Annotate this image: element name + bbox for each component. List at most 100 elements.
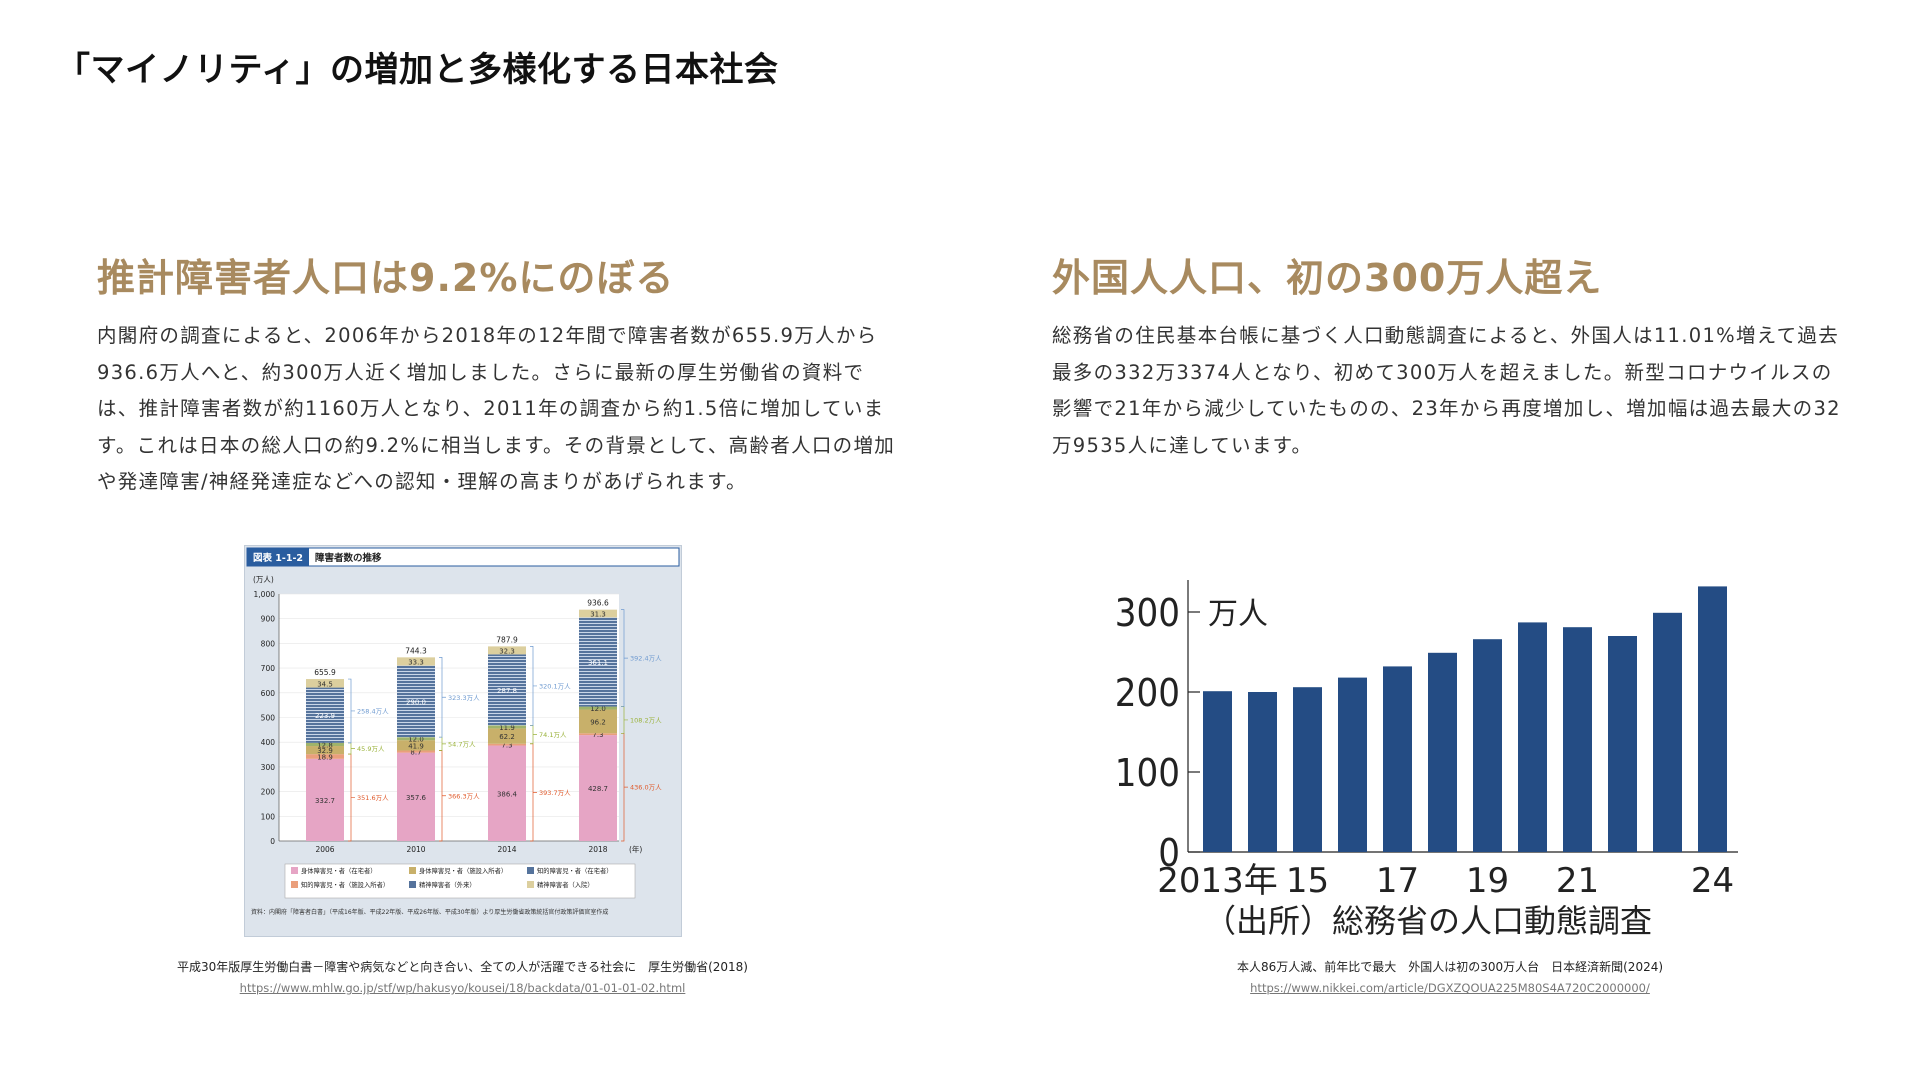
y-axis-unit: (万人): [253, 575, 274, 584]
bar-segment-label: 12.0: [590, 705, 606, 713]
bar: [1563, 627, 1592, 852]
bar-segment: [579, 706, 617, 710]
bar-segment: [488, 728, 526, 744]
y-tick-label: 100: [261, 812, 276, 821]
legend-label: 身体障害児・者（施設入所者）: [419, 866, 507, 875]
right-caption: 本人86万人減、前年比で最大 外国人は初の300万人台 日本経済新聞(2024)…: [1150, 958, 1750, 995]
x-tick-label: 15: [1286, 861, 1329, 901]
y-tick-label: 100: [1115, 751, 1180, 795]
bar-segment: [488, 743, 526, 746]
group-bracket: [621, 609, 628, 707]
bar-total-label: 787.9: [496, 635, 518, 644]
bar-segment-label: 33.3: [408, 658, 424, 666]
source-note: 資料：内閣府「障害者白書」（平成16年版、平成22年版、平成26年版、平成30年…: [251, 908, 608, 916]
bar: [1473, 639, 1502, 852]
y-tick-label: 400: [261, 738, 276, 747]
bar-segment-label: 31.3: [590, 611, 606, 619]
bar: [1248, 692, 1277, 852]
bar-total-label: 655.9: [314, 668, 336, 677]
chart-title: 障害者数の推移: [315, 552, 382, 564]
left-paragraph: 内閣府の調査によると、2006年から2018年の12年間で障害者数が655.9万…: [97, 324, 896, 493]
group-bracket: [621, 706, 628, 734]
x-axis-unit: (年): [629, 844, 642, 854]
chart-badge-label: 図表 1-1-2: [253, 552, 303, 564]
y-tick-label: 0: [1158, 831, 1180, 875]
right-source-link[interactable]: https://www.nikkei.com/article/DGXZQOUA2…: [1250, 981, 1650, 995]
right-paragraph: 総務省の住民基本台帳に基づく人口動態調査によると、外国人は11.01%増えて過去…: [1052, 324, 1841, 457]
bar-total-label: 936.6: [587, 599, 609, 608]
bar-segment: [306, 754, 344, 759]
group-total-label: 258.4万人: [357, 707, 389, 715]
x-tick-label: 19: [1466, 861, 1509, 901]
group-total-label: 392.4万人: [630, 655, 662, 663]
bar-segment: [306, 687, 344, 743]
bar-segment-label: 8.7: [410, 749, 421, 757]
bar-segment-label: 332.7: [315, 797, 335, 805]
y-tick-label: 700: [261, 664, 276, 673]
unit-label: 万人: [1208, 597, 1268, 632]
left-caption-text: 平成30年版厚生労働白書－障害や病気などと向き合い、全ての人が活躍できる社会に …: [177, 960, 748, 974]
y-tick-label: 0: [270, 837, 275, 846]
x-tick-label: 17: [1376, 861, 1419, 901]
bar-segment-label: 357.6: [406, 794, 427, 802]
legend-label: 精神障害者（入院）: [537, 880, 594, 889]
bar-segment-label: 7.3: [501, 742, 512, 750]
bar-segment-label: 41.9: [408, 742, 424, 750]
legend-swatch: [291, 881, 298, 888]
x-tick-label: 2006: [315, 845, 334, 854]
bar: [1383, 666, 1412, 852]
group-total-label: 436.0万人: [630, 784, 662, 792]
legend-label: 精神障害者（外来）: [419, 880, 476, 889]
group-bracket: [530, 646, 537, 726]
bar: [1698, 586, 1727, 852]
bar-total-label: 744.3: [405, 646, 427, 655]
y-tick-label: 600: [261, 689, 276, 698]
bar-segment-label: 386.4: [497, 790, 518, 798]
x-tick-label: 2013年: [1157, 861, 1278, 901]
bar-segment: [306, 742, 344, 747]
bar-segment-label: 62.2: [499, 733, 515, 741]
y-tick-label: 800: [261, 639, 276, 648]
y-tick-label: 300: [1115, 591, 1180, 635]
bar: [1293, 687, 1322, 852]
x-tick-label: 21: [1556, 861, 1599, 901]
bar-segment: [579, 733, 617, 736]
group-total-label: 366.3万人: [448, 792, 480, 800]
legend-swatch: [527, 867, 534, 874]
bar-segment: [579, 709, 617, 734]
bar-segment: [488, 745, 526, 841]
group-total-label: 320.1万人: [539, 682, 571, 690]
bar-segment: [306, 679, 344, 688]
disability-chart: 図表 1-1-2 障害者数の推移 (万人) 0 100 200 300 400 500 600 70…: [246, 547, 680, 916]
legend-label: 知的障害児・者（在宅者）: [537, 866, 613, 875]
bar-segment-label: 361.1: [588, 659, 608, 667]
legend-swatch: [409, 881, 416, 888]
bar-segment-label: 12.8: [317, 741, 333, 749]
bar: [1428, 652, 1457, 852]
bar-segment-label: 12.0: [408, 736, 424, 744]
bar-segment: [306, 758, 344, 841]
x-tick-label: 24: [1691, 861, 1734, 901]
bar-segment: [397, 665, 435, 738]
legend-swatch: [291, 867, 298, 874]
left-source-link[interactable]: https://www.mhlw.go.jp/stf/wp/hakusyo/ko…: [239, 981, 686, 995]
bar-segment: [306, 746, 344, 755]
group-total-label: 351.6万人: [357, 794, 389, 802]
group-total-label: 74.1万人: [539, 731, 567, 739]
bar: [1203, 691, 1232, 852]
bar-segment-label: 287.8: [497, 687, 517, 695]
y-tick-label: 900: [261, 615, 276, 624]
bar-segment-label: 32.3: [499, 647, 515, 655]
bar-segment: [397, 750, 435, 753]
left-heading: 推計障害者人口は9.2%にのぼる: [97, 256, 675, 300]
y-tick-label: 1,000: [254, 590, 276, 599]
bar: [1653, 612, 1682, 852]
bar: [1338, 677, 1367, 852]
chart-source: （出所）総務省の人口動態調査: [1204, 902, 1652, 940]
group-bracket: [621, 732, 628, 842]
group-total-label: 393.7万人: [539, 789, 571, 797]
right-heading: 外国人人口、初の300万人超え: [1052, 256, 1603, 300]
bar-segment: [397, 740, 435, 751]
y-tick-label: 500: [261, 714, 276, 723]
x-tick-label: 2014: [497, 845, 516, 854]
